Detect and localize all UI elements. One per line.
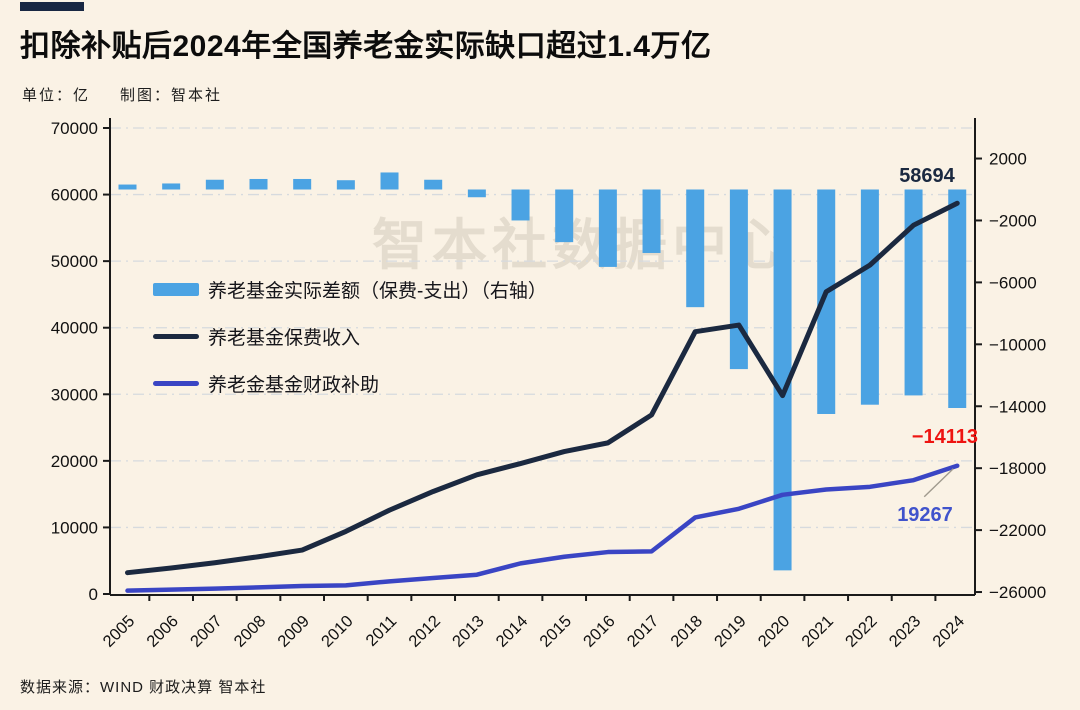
y-axis-right-tick-label: 2000: [989, 150, 1027, 169]
bar-2017: [642, 189, 661, 253]
y-axis-right-tick-label: −26000: [989, 583, 1046, 602]
annotation-leader-line: [923, 468, 954, 498]
y-axis-left-tick-label: 20000: [51, 452, 98, 471]
fiscal-subsidy-line: [125, 463, 960, 593]
bar-2013: [467, 189, 486, 198]
x-axis-label-2011: 2011: [363, 612, 401, 650]
legend-label: 养老基金实际差额（保费-支出）（右轴）: [208, 280, 547, 302]
x-axis-label-2010: 2010: [318, 612, 357, 651]
y-axis-left-tick-label: 50000: [51, 252, 98, 271]
bar-2022: [860, 189, 879, 405]
bar-2020: [773, 189, 792, 571]
x-axis-label-2008: 2008: [231, 612, 270, 651]
bar-2024: [948, 189, 967, 408]
bar-2019: [729, 189, 748, 370]
page-title: 扣除补贴后2024年全国养老金实际缺口超过1.4万亿: [20, 30, 712, 63]
x-axis-label-2017: 2017: [624, 612, 663, 651]
bar-2014: [511, 189, 530, 221]
data-source: 数据来源：WIND 财政决算 智本社: [20, 679, 267, 696]
x-axis-label-2014: 2014: [493, 612, 532, 651]
y-axis-left-tick-label: 70000: [51, 119, 98, 138]
y-axis-right-tick-label: −6000: [989, 273, 1037, 292]
bar-2015: [555, 189, 574, 243]
bar-2018: [686, 189, 705, 308]
x-axis-label-2015: 2015: [536, 612, 575, 651]
legend-item-subsidy-line: 养老金基金财政补助: [153, 367, 547, 399]
y-axis-left-tick-label: 10000: [51, 518, 98, 537]
bar-2008: [249, 178, 268, 190]
bar-2016: [598, 189, 617, 267]
x-axis-label-2012: 2012: [405, 612, 444, 651]
x-axis-label-2020: 2020: [755, 612, 794, 651]
x-axis-label-2018: 2018: [667, 612, 706, 651]
y-axis-left-tick-label: 30000: [51, 385, 98, 404]
x-axis-label-2023: 2023: [886, 612, 925, 651]
legend-item-gap-bar: 养老基金实际差额（保费-支出）（右轴）: [153, 273, 547, 305]
x-axis-label-2021: 2021: [798, 612, 837, 651]
y-axis-right-tick-label: −2000: [989, 211, 1037, 230]
x-axis-label-2009: 2009: [274, 612, 313, 651]
y-axis-right-tick-label: −18000: [989, 459, 1046, 478]
y-axis-right-tick-label: −22000: [989, 521, 1046, 540]
x-axis-label-2005: 2005: [100, 612, 139, 651]
y-axis-left-tick-label: 40000: [51, 319, 98, 338]
bar-2021: [817, 189, 836, 414]
legend: 养老基金实际差额（保费-支出）（右轴） 养老基金保费收入 养老金基金财政补助: [153, 273, 547, 414]
x-axis-label-2013: 2013: [449, 612, 488, 651]
legend-label: 养老基金保费收入: [208, 327, 361, 349]
x-axis-label-2024: 2024: [929, 612, 968, 651]
y-axis-left-tick-label: 0: [89, 585, 98, 604]
legend-label: 养老金基金财政补助: [208, 374, 380, 396]
bar-2009: [293, 178, 312, 190]
premium-income-line: [125, 200, 960, 576]
data-label-subsidy-2024: 19267: [897, 504, 953, 526]
bar-2010: [336, 180, 355, 190]
y-axis-right-tick-label: −14000: [989, 397, 1046, 416]
x-axis-label-2022: 2022: [842, 612, 881, 651]
x-axis-label-2019: 2019: [711, 612, 750, 651]
bar-2005: [118, 184, 137, 190]
bar-2012: [424, 179, 443, 190]
watermark: 智本社数据中心: [372, 214, 793, 276]
bar-swatch-icon: [153, 282, 199, 296]
x-axis-label-2006: 2006: [143, 612, 182, 651]
data-label-gap-2024: −14113: [911, 426, 978, 448]
bar-2006: [162, 183, 181, 190]
unit-label: 单位：亿: [22, 87, 91, 104]
subsidy-line-swatch-icon: [153, 380, 199, 386]
bar-2011: [380, 172, 399, 190]
y-axis-left-tick-label: 60000: [51, 186, 98, 205]
x-axis-label-2016: 2016: [580, 612, 619, 651]
data-label-premium-2024: 58694: [899, 165, 955, 187]
y-axis-right-tick-label: −10000: [989, 335, 1046, 354]
legend-item-premium-line: 养老基金保费收入: [153, 320, 547, 352]
subtitle: 单位：亿 制图：智本社: [22, 84, 222, 105]
credit-label: 制图：智本社: [120, 87, 223, 104]
x-axis-label-2007: 2007: [187, 612, 226, 651]
bar-2023: [904, 189, 923, 396]
premium-line-swatch-icon: [153, 333, 199, 339]
bar-2007: [205, 179, 224, 190]
title-accent-block: [20, 2, 84, 11]
